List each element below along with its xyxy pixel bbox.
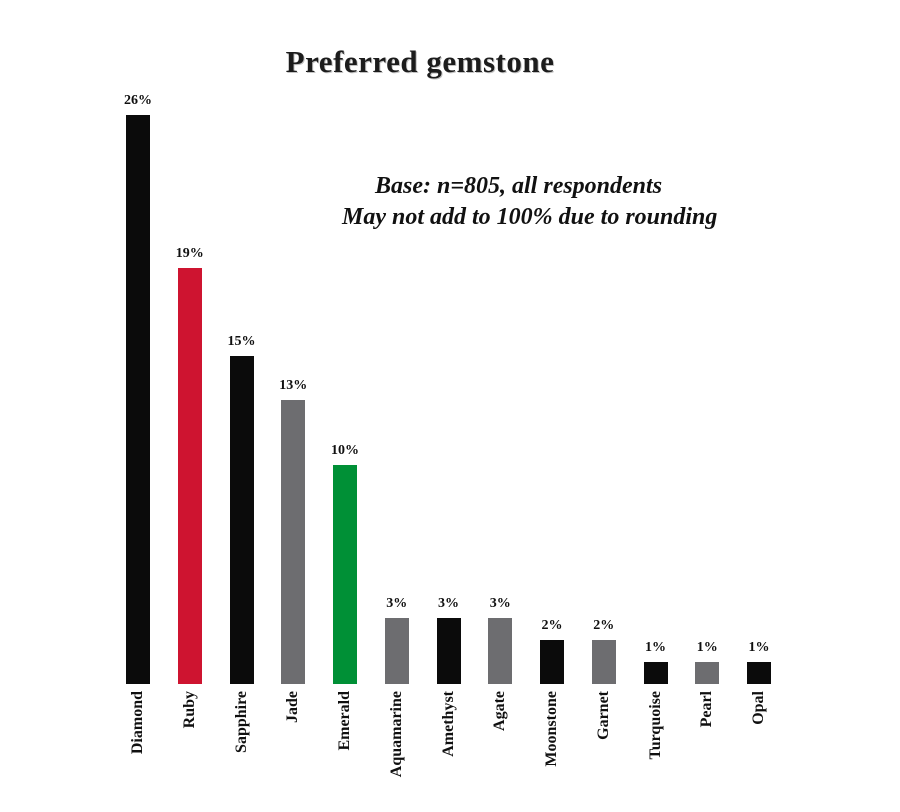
bar-category-label: Pearl [698, 691, 716, 728]
bar-category-label: Opal [750, 691, 767, 725]
bar [177, 268, 202, 684]
chart-title: Preferred gemstone [285, 44, 555, 79]
bar-category-label: Moonstone [543, 691, 560, 767]
bar-value-label: 1% [645, 640, 666, 656]
bar-value-label: 1% [696, 640, 718, 656]
bar-category-label: Turquoise [646, 691, 664, 760]
bar [591, 640, 616, 684]
bar-category-label: Diamond [129, 691, 146, 755]
bar [643, 662, 668, 684]
bar-category-label: Aquamarine [387, 691, 405, 778]
bar-value-label: 2% [593, 618, 615, 634]
bar-value-label: 3% [386, 596, 408, 612]
bar [747, 662, 771, 684]
bar-value-label: 10% [331, 443, 359, 459]
bar-category-label: Sapphire [232, 691, 250, 753]
annotation-line-2: May not add to 100% due to rounding [342, 204, 718, 230]
bar-category-label: Garnet [594, 691, 612, 740]
bar-category-label: Emerald [336, 691, 353, 751]
bar [436, 618, 461, 684]
bar [540, 640, 564, 684]
bar-value-label: 15% [227, 333, 256, 349]
bar-category-label: Amethyst [439, 691, 457, 757]
bar-category-label: Ruby [180, 691, 198, 729]
bar-value-label: 19% [175, 246, 204, 262]
bar [126, 115, 150, 684]
bar-value-label: 1% [748, 640, 770, 656]
bar-value-label: 3% [489, 596, 511, 612]
bar-value-label: 3% [438, 596, 459, 612]
chart-annotation: Base: n=805, all respondents May not add… [342, 171, 717, 233]
bar [488, 618, 513, 684]
bar [695, 662, 720, 684]
bar-category-label: Agate [491, 691, 509, 731]
bar [333, 465, 357, 684]
bar [384, 618, 409, 684]
bar [281, 399, 306, 684]
bar-value-label: 2% [541, 618, 563, 634]
bar [229, 355, 254, 684]
bar-value-label: 26% [124, 93, 152, 109]
bar-category-label: Jade [284, 691, 302, 723]
annotation-line-1: Base: n=805, all respondents [375, 173, 663, 199]
bar-value-label: 13% [279, 377, 308, 393]
